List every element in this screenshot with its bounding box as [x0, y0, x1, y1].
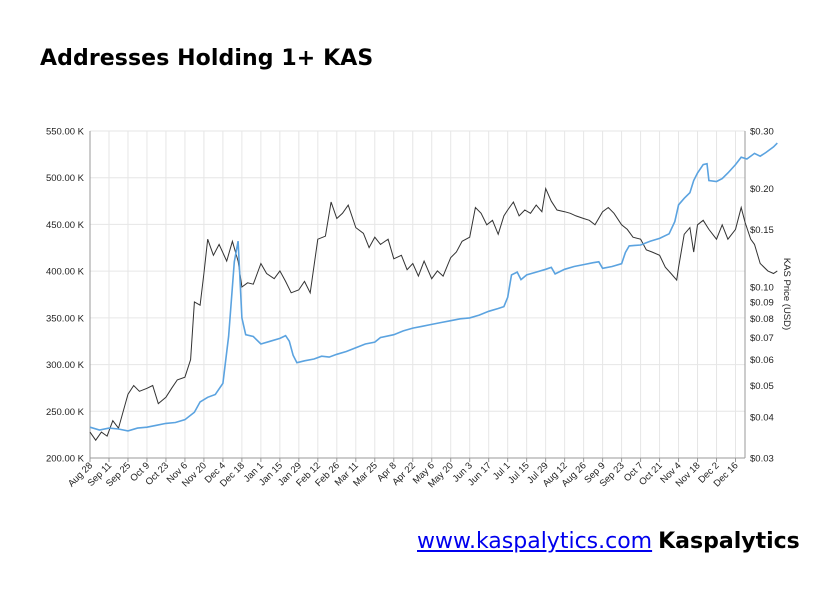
y-tick-label: 350.00 K	[46, 313, 85, 324]
y2-tick-label: $0.08	[750, 314, 774, 325]
y2-tick-label: $0.03	[750, 454, 774, 465]
kaspalytics-link[interactable]: www.kaspalytics.com	[417, 529, 653, 554]
y2-axis-label: KAS Price (USD)	[781, 258, 792, 330]
y2-tick-label: $0.09	[750, 297, 774, 308]
y-tick-label: 200.00 K	[46, 454, 85, 465]
y2-tick-label: $0.20	[750, 184, 774, 195]
y-tick-label: 550.00 K	[46, 127, 85, 138]
y2-tick-label: $0.06	[750, 355, 774, 366]
y-tick-label: 250.00 K	[46, 407, 85, 418]
brand-name: Kaspalytics	[658, 529, 800, 554]
y-axis-left: 200.00 K 250.00 K 300.00 K 350.00 K 400.00 K…	[46, 127, 85, 465]
y2-tick-label: $0.07	[750, 333, 774, 344]
y2-tick-label: $0.30	[750, 127, 774, 138]
footer: www.kaspalytics.com Kaspalytics	[417, 529, 800, 554]
series-line-addresses	[89, 142, 778, 432]
y2-tick-label: $0.10	[750, 283, 774, 294]
series-line-kas-price	[89, 186, 778, 442]
y2-tick-label: $0.05	[750, 381, 774, 392]
page-title: Addresses Holding 1+ KAS	[40, 46, 374, 71]
y2-tick-label: $0.15	[750, 225, 774, 236]
y-tick-label: 500.00 K	[46, 173, 85, 184]
y-tick-label: 300.00 K	[46, 360, 85, 371]
y-tick-label: 450.00 K	[46, 220, 85, 231]
y-tick-label: 400.00 K	[46, 267, 85, 278]
y-axis-right: $0.03 $0.04 $0.05 $0.06 $0.07 $0.08 $0.09 $0.10…	[750, 127, 774, 465]
line-chart: 200.00 K 250.00 K 300.00 K 350.00 K 400.00 K…	[46, 127, 792, 491]
chart-grid	[89, 130, 745, 459]
y2-tick-label: $0.04	[750, 413, 774, 424]
